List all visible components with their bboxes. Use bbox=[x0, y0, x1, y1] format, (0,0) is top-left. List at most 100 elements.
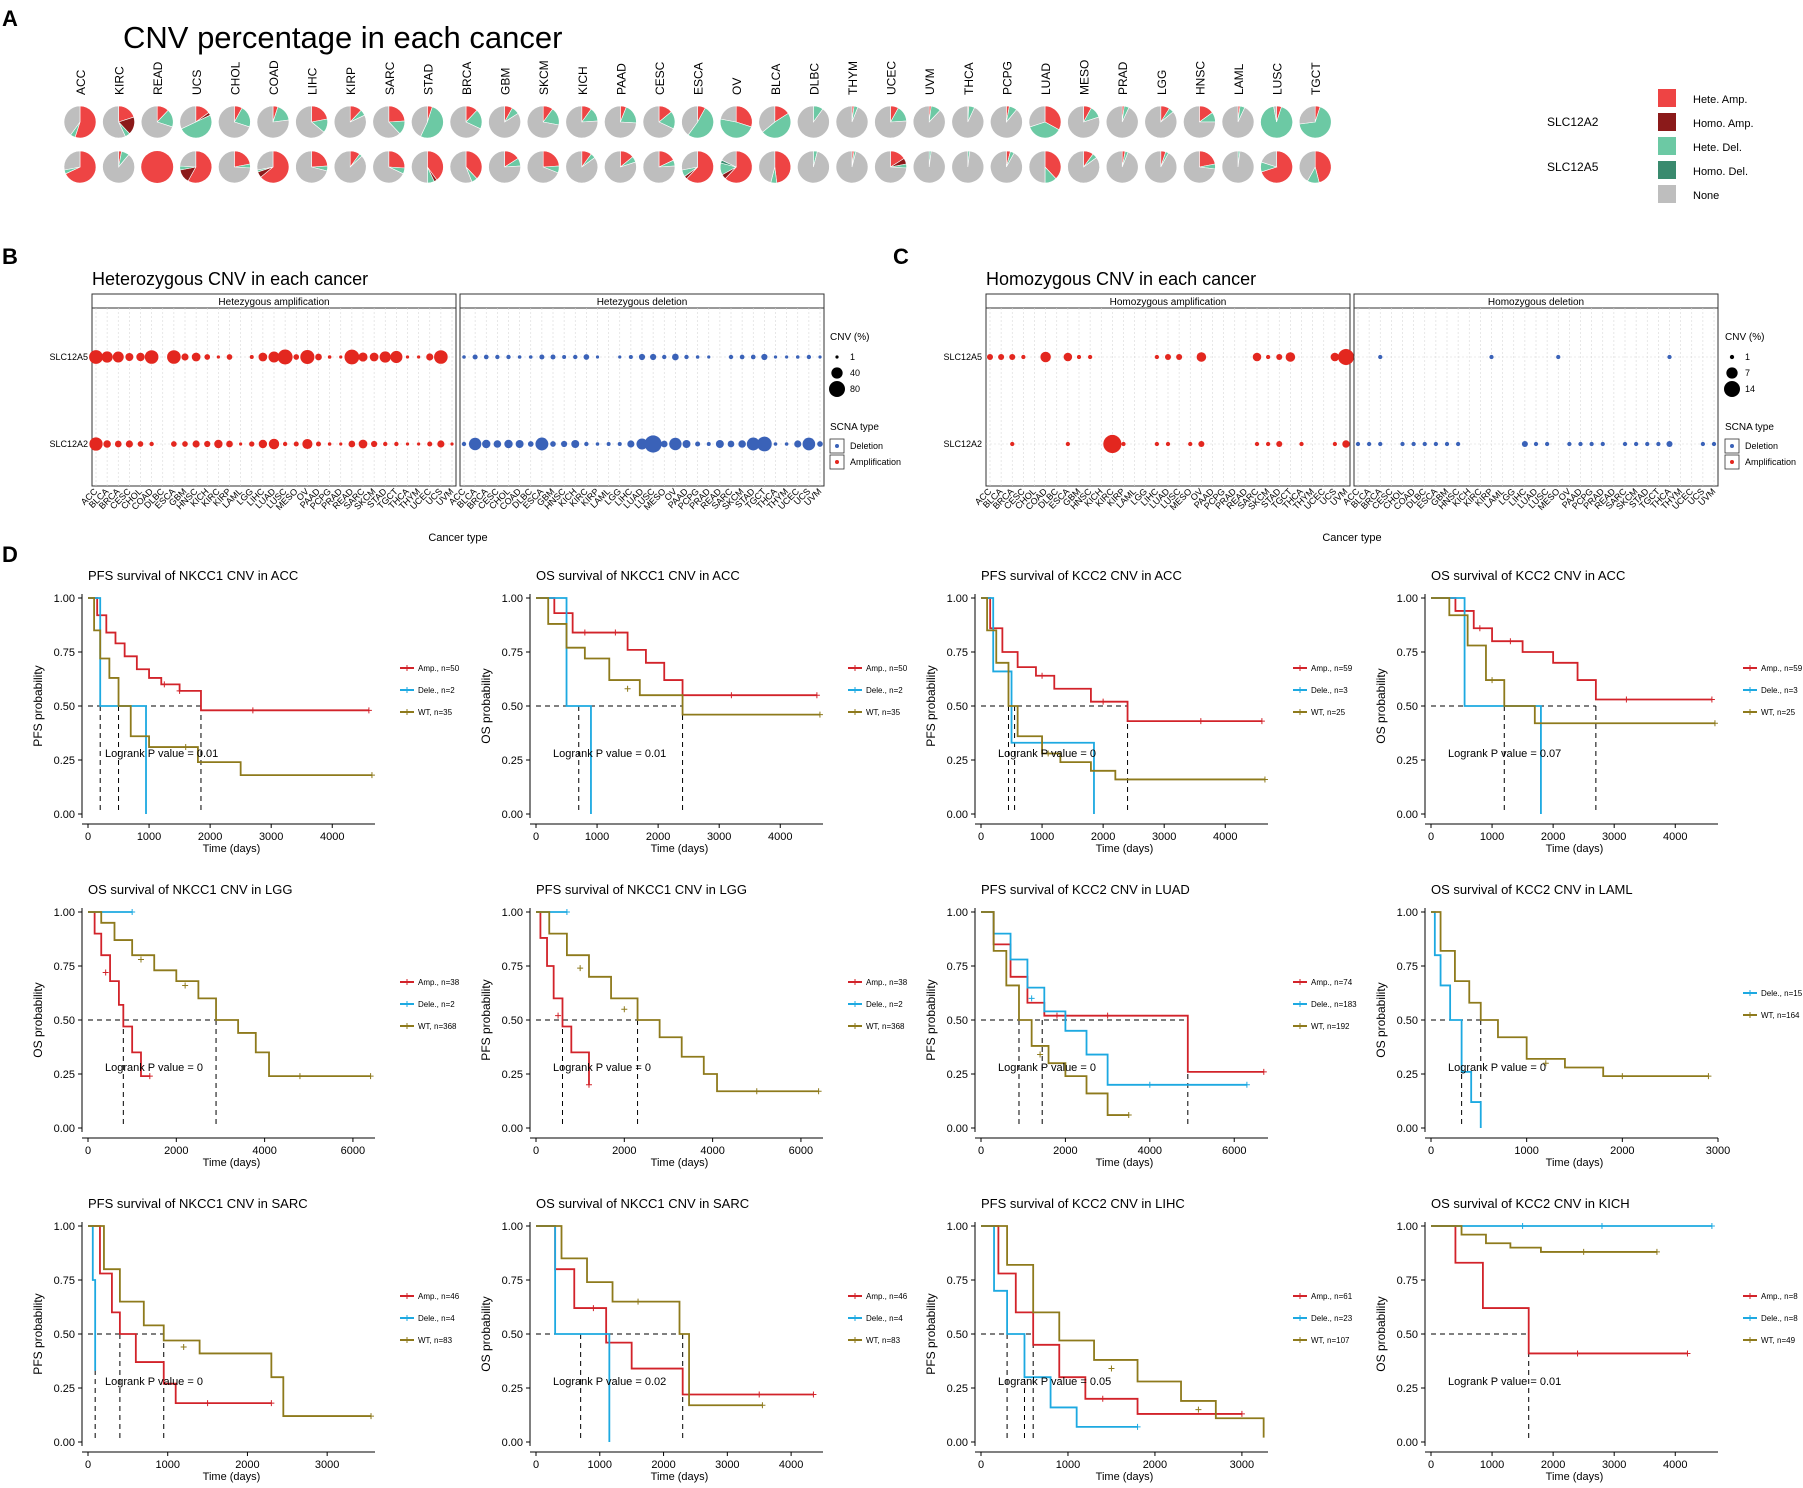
y-tick-label: 0.75 bbox=[54, 1275, 75, 1287]
legend-marker bbox=[852, 1337, 858, 1343]
size-legend-dot bbox=[835, 355, 839, 359]
censor-mark bbox=[1108, 1365, 1115, 1372]
cnv-dot bbox=[482, 439, 491, 449]
censor-mark bbox=[612, 629, 619, 636]
x-tick-label: 3000 bbox=[715, 1459, 739, 1471]
pie-slice bbox=[774, 150, 792, 184]
censor-mark bbox=[1125, 1112, 1132, 1119]
cnv-dot bbox=[1444, 441, 1450, 447]
pie-slice bbox=[990, 150, 1023, 184]
type-legend-title: SCNA type bbox=[830, 422, 879, 433]
x-tick-label: 2000 bbox=[235, 1459, 259, 1471]
y-tick-label: SLC12A5 bbox=[943, 352, 982, 362]
cnv-dot bbox=[89, 437, 103, 451]
x-tick-label: 0 bbox=[85, 831, 91, 843]
cnv-dot bbox=[571, 440, 580, 448]
legend-label: Amp., n=46 bbox=[866, 1292, 908, 1301]
pie-slice bbox=[912, 105, 946, 139]
pie-slice bbox=[179, 150, 197, 168]
pie-slice bbox=[1044, 150, 1062, 180]
pie-slice bbox=[388, 105, 406, 123]
censor-mark bbox=[1519, 1223, 1526, 1229]
y-tick-label: 1.00 bbox=[54, 907, 75, 919]
x-tick-label: 0 bbox=[533, 1459, 539, 1471]
pie-slice bbox=[256, 105, 290, 139]
y-tick-label: 0.75 bbox=[502, 961, 523, 973]
cnv-dot bbox=[806, 354, 812, 360]
legend-label: WT, n=192 bbox=[1311, 1022, 1350, 1031]
cnv-dot bbox=[1666, 440, 1673, 448]
pie-cancer-label: KIRC bbox=[113, 66, 127, 95]
y-tick-label: 0.50 bbox=[1397, 1329, 1418, 1341]
y-tick-label: 0.25 bbox=[947, 755, 968, 767]
y-tick-label: 0.00 bbox=[502, 1437, 523, 1449]
cnv-dot bbox=[1589, 441, 1594, 447]
cnv-dot bbox=[746, 437, 760, 451]
pie-cancer-label: LIHC bbox=[306, 67, 320, 95]
cnv-dot bbox=[1276, 353, 1283, 361]
censor-mark bbox=[1104, 1012, 1111, 1019]
cnv-dot bbox=[149, 441, 154, 447]
cnv-dot bbox=[1645, 441, 1650, 447]
pie-slice bbox=[63, 105, 81, 136]
pie-slice bbox=[762, 113, 792, 139]
censor-mark bbox=[1260, 1068, 1267, 1075]
x-tick-label: 1000 bbox=[585, 831, 609, 843]
panel-c-title: Homozygous CNV in each cancer bbox=[986, 269, 1256, 289]
cnv-dot bbox=[315, 441, 322, 447]
cnv-dot bbox=[595, 355, 600, 359]
censor-mark bbox=[102, 969, 109, 976]
pie-slice bbox=[372, 150, 404, 184]
x-tick-label: 4000 bbox=[252, 1145, 276, 1157]
pie-slice bbox=[797, 105, 830, 139]
y-tick-label: 0.00 bbox=[947, 1123, 968, 1135]
cnv-dot bbox=[1656, 441, 1661, 447]
legend-label: Dele., n=2 bbox=[866, 686, 903, 695]
censor-mark bbox=[810, 1391, 817, 1398]
censor-mark bbox=[368, 772, 375, 779]
legend-label: Amp., n=74 bbox=[1311, 978, 1353, 987]
km-curve-amp bbox=[981, 1225, 1242, 1415]
pie-slice bbox=[102, 150, 135, 184]
cnv-dot bbox=[1378, 354, 1383, 360]
x-tick-label: 6000 bbox=[1222, 1145, 1246, 1157]
cnv-dot bbox=[136, 352, 145, 362]
km-curve-wt bbox=[1431, 911, 1709, 1078]
y-tick-label: 0.00 bbox=[1397, 809, 1418, 821]
censor-mark bbox=[137, 956, 144, 963]
legend-label: Dele., n=4 bbox=[418, 1314, 455, 1323]
pie-slice bbox=[420, 106, 444, 139]
pie-cancer-label: SKCM bbox=[537, 60, 551, 95]
cnv-dot bbox=[383, 441, 388, 447]
legend-marker bbox=[852, 665, 858, 671]
y-tick-label: 1.00 bbox=[947, 907, 968, 919]
x-axis-title: Time (days) bbox=[203, 1157, 261, 1169]
cnv-dot bbox=[137, 441, 144, 447]
cnv-dot bbox=[1154, 441, 1160, 447]
x-tick-label: 2000 bbox=[1541, 831, 1565, 843]
type-legend-dot bbox=[1730, 460, 1734, 464]
censor-mark bbox=[1708, 1223, 1715, 1229]
cnv-dot bbox=[527, 441, 534, 447]
x-tick-label: 0 bbox=[1428, 1459, 1434, 1471]
censor-mark bbox=[621, 1006, 628, 1013]
size-legend-dot bbox=[831, 367, 843, 379]
legend-label: Dele., n=23 bbox=[1311, 1314, 1353, 1323]
cnv-dot bbox=[528, 355, 533, 359]
x-tick-label: 0 bbox=[978, 1145, 984, 1157]
pie-slice bbox=[333, 150, 367, 184]
x-tick-label: 1000 bbox=[1480, 831, 1504, 843]
y-tick-label: 0.75 bbox=[947, 961, 968, 973]
pie-slice bbox=[1314, 150, 1332, 183]
km-curve-wt bbox=[88, 597, 372, 777]
km-plot: OS survival of KCC2 CNV in KICH 0.00 0.25 0… bbox=[1374, 1196, 1798, 1483]
cnv-dot bbox=[112, 351, 124, 363]
cnv-dot bbox=[517, 355, 522, 359]
censor-mark bbox=[555, 1012, 562, 1019]
cnv-dot bbox=[358, 352, 368, 362]
pie-cancer-label: UCEC bbox=[885, 61, 899, 95]
cnv-dot bbox=[204, 354, 211, 360]
pvalue-label: Logrank P value = 0 bbox=[998, 1062, 1096, 1074]
x-tick-label: 0 bbox=[85, 1145, 91, 1157]
